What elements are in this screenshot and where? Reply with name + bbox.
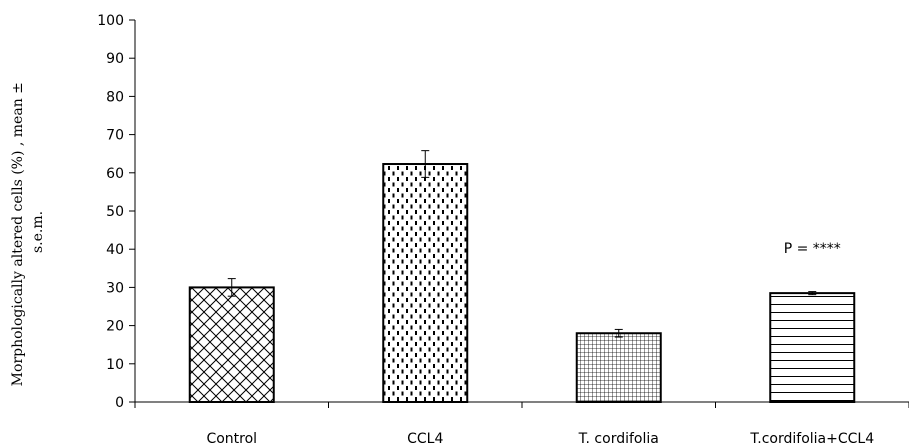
y-tick-label: 40: [106, 242, 124, 258]
y-axis-label: Morphologically altered cells (%) , mean…: [10, 78, 46, 387]
y-tick-label: 50: [106, 204, 124, 220]
x-tick-label: T. cordifolia: [578, 431, 659, 447]
significance-annotation: P = ****: [784, 241, 841, 257]
y-tick-label: 30: [106, 280, 124, 296]
x-tick-label: T.cordifolia+CCL4: [749, 431, 874, 447]
y-tick-label: 0: [115, 395, 124, 411]
y-axis-label-line-2: s.e.m.: [30, 211, 46, 253]
y-tick-label: 100: [97, 13, 124, 29]
bar-4: [769, 292, 856, 404]
bar-3: [575, 332, 662, 403]
y-tick-label: 20: [106, 319, 124, 335]
y-tick-label: 10: [106, 357, 124, 373]
bar-1: [188, 286, 275, 403]
y-tick-label: 70: [106, 128, 124, 144]
annotations: P = ****: [784, 241, 841, 257]
error-bars: [227, 150, 817, 338]
y-axis-ticks: 0 10 20 30 40 50 60 70 80 90 100: [97, 13, 909, 411]
x-tick-label: Control: [206, 431, 257, 447]
y-tick-label: 90: [106, 51, 124, 67]
y-tick-label: 80: [106, 89, 124, 105]
bar-2: [382, 163, 469, 403]
x-axis-labels: Control CCL4 T. cordifolia T.cordifolia+CCL…: [206, 431, 874, 447]
x-tick-label: CCL4: [407, 431, 443, 447]
y-tick-label: 60: [106, 166, 124, 182]
y-axis-label-line-1: Morphologically altered cells (%) , mean…: [10, 82, 26, 386]
bars: [188, 163, 856, 404]
